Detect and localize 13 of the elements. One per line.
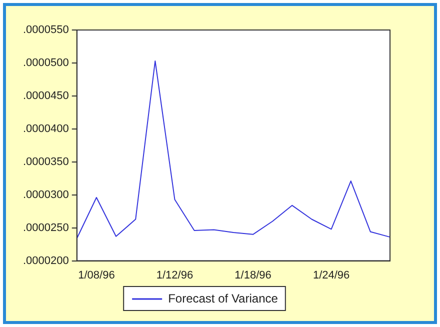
y-tick-label: .0000200 [22,254,69,267]
y-tick-label: .0000400 [22,122,69,135]
y-tick-label: .0000550 [22,24,69,36]
x-tick-label: 1/24/96 [312,269,350,282]
legend-label: Forecast of Variance [168,291,278,306]
y-tick-label: .0000350 [22,156,69,168]
y-tick-label: .0000450 [22,90,69,102]
y-tick-label: .0000300 [22,188,69,201]
y-tick-label: .0000250 [22,222,69,234]
x-tick-label: 1/12/96 [156,269,194,282]
y-tick-label: .0000500 [22,57,69,70]
x-tick-label: 1/08/96 [78,269,115,282]
x-tick-label: 1/18/96 [234,269,272,282]
